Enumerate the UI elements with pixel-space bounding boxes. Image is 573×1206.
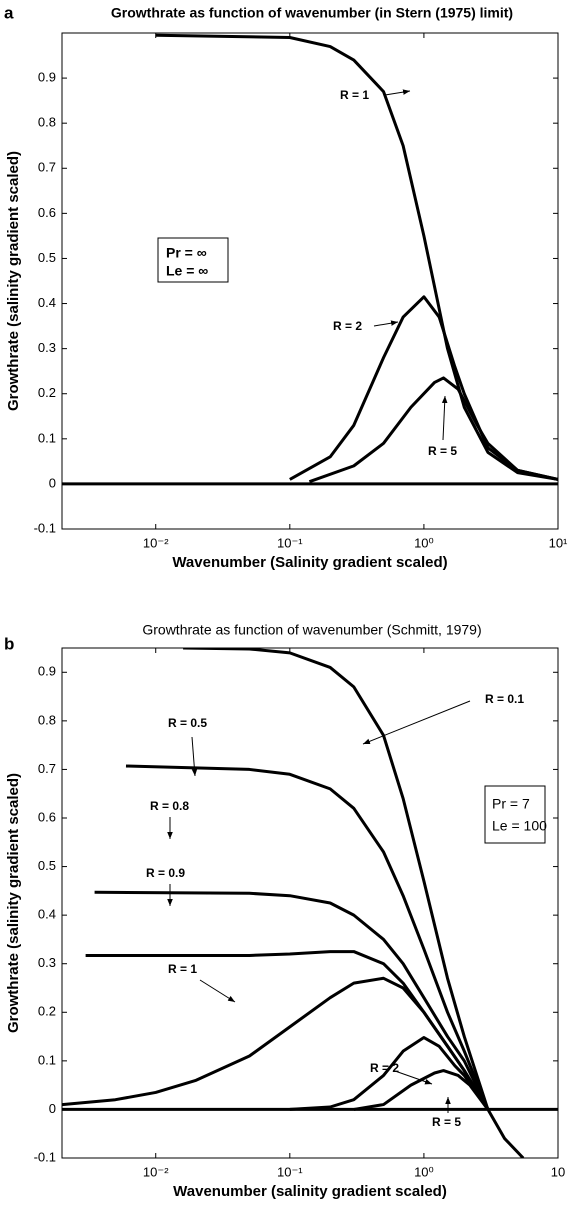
arrow (199, 979, 236, 1003)
y-tick-label: 0.7 (38, 761, 56, 776)
arrow (441, 395, 448, 441)
y-tick-label: 0.1 (38, 1052, 56, 1067)
annotation: R = 0.8 (150, 799, 189, 813)
annotation: R = 1 (340, 88, 369, 102)
y-tick-label: 0.3 (38, 955, 56, 970)
curve (94, 890, 490, 1111)
y-axis-label: Growthrate (salinity gradient scaled) (5, 151, 22, 411)
arrow (384, 89, 411, 96)
y-tick-label: 0.2 (38, 385, 56, 400)
y-tick-label: 0.6 (38, 205, 56, 220)
annotation: R = 5 (428, 444, 457, 458)
y-tick-label: 0.1 (38, 430, 56, 445)
x-tick-label: 10⁰ (414, 535, 434, 550)
y-tick-label: 0 (49, 1101, 56, 1116)
legend-text: Le = ∞ (166, 263, 208, 279)
y-tick-label: 0.8 (38, 115, 56, 130)
x-tick-label: 10⁻¹ (277, 1164, 303, 1179)
annotation: R = 0.5 (168, 716, 207, 730)
legend-text: Le = 100 (492, 818, 547, 834)
y-tick-label: 0.9 (38, 664, 56, 679)
y-tick-label: 0.9 (38, 70, 56, 85)
annotation: R = 0.9 (146, 866, 185, 880)
annotation: R = 1 (168, 962, 197, 976)
arrow (394, 1070, 433, 1085)
arrow (191, 736, 198, 777)
legend-box (484, 785, 546, 844)
curve (289, 295, 558, 481)
annotation: R = 5 (432, 1115, 461, 1129)
y-tick-label: 0 (49, 475, 56, 490)
y-tick-label: 0.6 (38, 809, 56, 824)
y-tick-label: 0.2 (38, 1004, 56, 1019)
y-tick-label: -0.1 (34, 520, 56, 535)
curve (125, 764, 490, 1110)
chart-title: Growthrate as function of wavenumber (in… (111, 5, 513, 21)
x-tick-label: 10¹ (549, 535, 568, 550)
x-tick-label: 10 (551, 1164, 565, 1179)
annotation: R = 0.1 (485, 692, 524, 706)
chart-title: Growthrate as function of wavenumber (Sc… (142, 622, 481, 638)
y-axis-label: Growthrate (salinity gradient scaled) (5, 773, 22, 1033)
plot-frame (61, 647, 559, 1159)
arrow (373, 320, 399, 327)
y-tick-label: 0.3 (38, 340, 56, 355)
y-tick-label: 0.5 (38, 858, 56, 873)
y-tick-label: -0.1 (34, 1149, 56, 1164)
panel-letter: b (4, 634, 14, 653)
legend-box (157, 237, 229, 283)
y-tick-label: 0.7 (38, 160, 56, 175)
x-tick-label: 10⁻² (143, 535, 169, 550)
panel-letter: a (4, 3, 14, 22)
curve (155, 33, 558, 481)
x-axis-label: Wavenumber (Salinity gradient scaled) (172, 554, 447, 571)
arrow (362, 700, 471, 745)
y-tick-label: 0.4 (38, 295, 56, 310)
x-tick-label: 10⁰ (414, 1164, 434, 1179)
curve (308, 376, 558, 484)
y-tick-label: 0.4 (38, 907, 56, 922)
curve (353, 1069, 490, 1111)
plot-frame (61, 32, 559, 530)
x-tick-label: 10⁻¹ (277, 535, 303, 550)
y-tick-label: 0.5 (38, 250, 56, 265)
x-tick-label: 10⁻² (143, 1164, 169, 1179)
y-tick-label: 0.8 (38, 712, 56, 727)
curve (62, 976, 490, 1111)
curve (289, 1036, 490, 1111)
annotation: R = 2 (333, 319, 362, 333)
annotation: R = 2 (370, 1061, 399, 1075)
legend-text: Pr = 7 (492, 796, 530, 812)
x-axis-label: Wavenumber (salinity gradient scaled) (173, 1183, 447, 1200)
legend-text: Pr = ∞ (166, 245, 207, 261)
